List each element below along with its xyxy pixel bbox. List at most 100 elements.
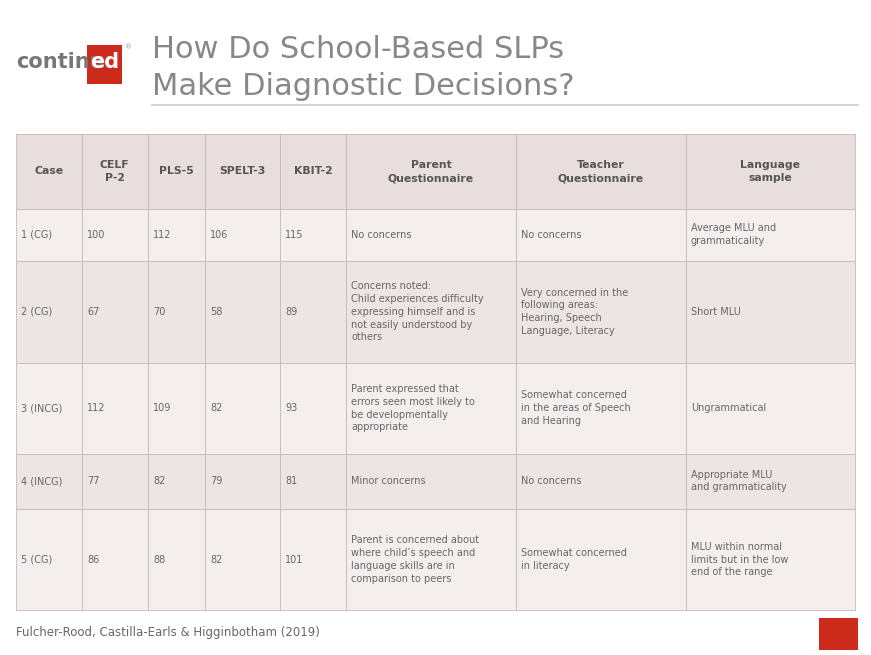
- Text: 2 (CG): 2 (CG): [21, 307, 52, 317]
- Text: Minor concerns: Minor concerns: [351, 476, 426, 486]
- Text: Concerns noted:
Child experiences difficulty
expressing himself and is
not easil: Concerns noted: Child experiences diffic…: [351, 281, 484, 343]
- Bar: [148, 134, 205, 208]
- Bar: [148, 509, 205, 610]
- Text: Somewhat concerned
in literacy: Somewhat concerned in literacy: [521, 548, 627, 571]
- Text: 82: 82: [210, 555, 222, 565]
- Text: Teacher
Questionnaire: Teacher Questionnaire: [557, 160, 644, 183]
- Text: MLU within normal
limits but in the low
end of the range: MLU within normal limits but in the low …: [691, 542, 788, 577]
- Text: SPELT-3: SPELT-3: [219, 166, 266, 176]
- Text: 109: 109: [153, 403, 172, 413]
- Text: 79: 79: [210, 476, 222, 486]
- Bar: [148, 453, 205, 509]
- Bar: [16, 261, 82, 363]
- Bar: [516, 208, 685, 261]
- Text: 112: 112: [87, 403, 105, 413]
- Bar: [280, 134, 346, 208]
- Bar: [346, 453, 516, 509]
- Bar: [346, 208, 516, 261]
- Bar: [280, 261, 346, 363]
- Text: Parent
Questionnaire: Parent Questionnaire: [388, 160, 474, 183]
- Bar: [516, 134, 685, 208]
- Text: 58: 58: [210, 307, 222, 317]
- Bar: [346, 363, 516, 453]
- Text: Somewhat concerned
in the areas of Speech
and Hearing: Somewhat concerned in the areas of Speec…: [521, 390, 631, 426]
- Bar: [16, 509, 82, 610]
- Bar: [516, 453, 685, 509]
- Bar: [280, 208, 346, 261]
- Bar: [819, 618, 858, 650]
- Text: CELF
P-2: CELF P-2: [100, 160, 130, 183]
- Text: Very concerned in the
following areas:
Hearing, Speech
Language, Literacy: Very concerned in the following areas: H…: [521, 288, 628, 336]
- Text: KBIT-2: KBIT-2: [294, 166, 333, 176]
- Text: Case: Case: [34, 166, 64, 176]
- Text: Parent expressed that
errors seen most likely to
be developmentally
appropriate: Parent expressed that errors seen most l…: [351, 384, 476, 432]
- Bar: [205, 208, 280, 261]
- Bar: [685, 261, 855, 363]
- Bar: [148, 261, 205, 363]
- Text: 93: 93: [285, 403, 297, 413]
- Bar: [346, 261, 516, 363]
- Text: PLS-5: PLS-5: [159, 166, 193, 176]
- Text: 112: 112: [153, 230, 172, 240]
- Text: 70: 70: [153, 307, 165, 317]
- Text: Short MLU: Short MLU: [691, 307, 740, 317]
- Bar: [685, 363, 855, 453]
- Bar: [205, 453, 280, 509]
- Bar: [346, 509, 516, 610]
- Text: 100: 100: [87, 230, 105, 240]
- Bar: [82, 261, 148, 363]
- Text: 101: 101: [285, 555, 304, 565]
- Text: 82: 82: [153, 476, 165, 486]
- Text: No concerns: No concerns: [521, 230, 582, 240]
- Bar: [16, 363, 82, 453]
- Text: 81: 81: [285, 476, 297, 486]
- Bar: [516, 261, 685, 363]
- Bar: [16, 208, 82, 261]
- Bar: [82, 134, 148, 208]
- Bar: [82, 208, 148, 261]
- Text: 67: 67: [87, 307, 99, 317]
- Bar: [516, 509, 685, 610]
- Text: 82: 82: [210, 403, 222, 413]
- Bar: [685, 134, 855, 208]
- Text: No concerns: No concerns: [521, 476, 582, 486]
- Text: 3 (INCG): 3 (INCG): [21, 403, 63, 413]
- Bar: [205, 363, 280, 453]
- Text: Make Diagnostic Decisions?: Make Diagnostic Decisions?: [152, 72, 575, 101]
- Bar: [280, 453, 346, 509]
- Text: Appropriate MLU
and grammaticality: Appropriate MLU and grammaticality: [691, 470, 787, 493]
- Bar: [346, 134, 516, 208]
- Text: 89: 89: [285, 307, 297, 317]
- Bar: [516, 363, 685, 453]
- Bar: [87, 45, 122, 84]
- Bar: [205, 261, 280, 363]
- Text: 86: 86: [87, 555, 99, 565]
- Text: 88: 88: [153, 555, 165, 565]
- Text: ed: ed: [90, 52, 119, 72]
- Bar: [148, 363, 205, 453]
- Bar: [280, 509, 346, 610]
- Text: 1 (CG): 1 (CG): [21, 230, 52, 240]
- Bar: [16, 453, 82, 509]
- Text: No concerns: No concerns: [351, 230, 412, 240]
- Bar: [82, 509, 148, 610]
- Bar: [685, 509, 855, 610]
- Text: 106: 106: [210, 230, 228, 240]
- Text: Average MLU and
grammaticality: Average MLU and grammaticality: [691, 223, 776, 246]
- Bar: [82, 363, 148, 453]
- Bar: [16, 134, 82, 208]
- Bar: [685, 208, 855, 261]
- Text: Ungrammatical: Ungrammatical: [691, 403, 766, 413]
- Text: How Do School-Based SLPs: How Do School-Based SLPs: [152, 35, 564, 64]
- Text: Fulcher-Rood, Castilla-Earls & Higginbotham (2019): Fulcher-Rood, Castilla-Earls & Higginbot…: [16, 626, 320, 639]
- Text: ®: ®: [125, 45, 132, 51]
- Bar: [685, 453, 855, 509]
- Text: 77: 77: [87, 476, 99, 486]
- Text: Language
sample: Language sample: [740, 160, 800, 183]
- Text: 4 (INCG): 4 (INCG): [21, 476, 63, 486]
- Bar: [205, 134, 280, 208]
- Bar: [280, 363, 346, 453]
- Text: 115: 115: [285, 230, 304, 240]
- Text: 5 (CG): 5 (CG): [21, 555, 52, 565]
- Text: continu: continu: [16, 52, 105, 72]
